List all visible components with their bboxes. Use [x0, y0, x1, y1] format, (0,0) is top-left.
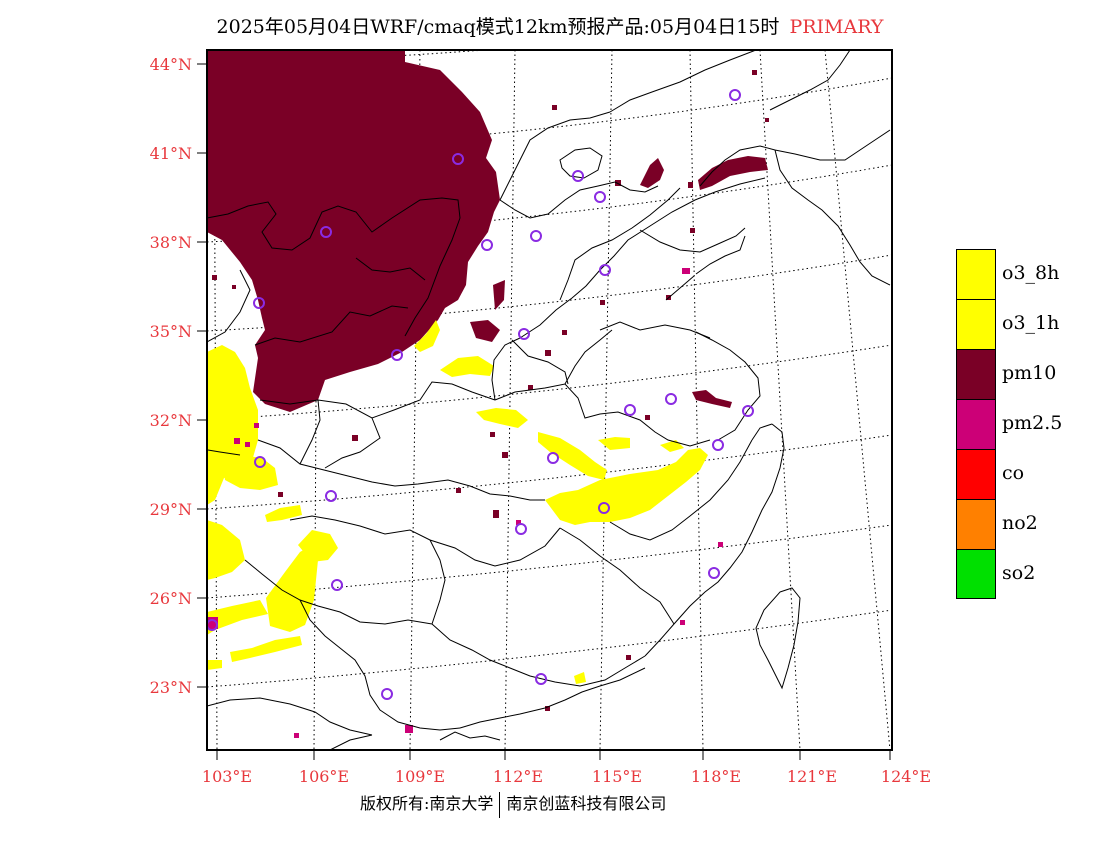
legend-item-so2: so2 [956, 549, 1096, 599]
latitude-labels: 44°N 41°N 38°N 35°N 32°N 29°N 26°N 23°N [150, 55, 192, 697]
pm10-regions [207, 50, 768, 412]
legend-swatch [956, 349, 996, 399]
taiwan-outline [755, 587, 801, 690]
legend-item-pm10: pm10 [956, 349, 1096, 399]
legend-swatch [956, 299, 996, 349]
lon-label: 106°E [299, 767, 349, 786]
lon-label: 112°E [493, 767, 543, 786]
lat-label: 29°N [150, 500, 192, 519]
copyright-footer: 版权所有:南京大学 南京创蓝科技有限公司 [360, 790, 666, 818]
lon-label: 115°E [592, 767, 642, 786]
lon-label: 109°E [395, 767, 445, 786]
legend-item-o3-8h: o3_8h [956, 249, 1096, 299]
lat-label: 38°N [150, 233, 192, 252]
graticule [207, 50, 892, 750]
lon-label: 118°E [691, 767, 741, 786]
lon-label: 103°E [202, 767, 252, 786]
scattered-flecks [208, 70, 769, 738]
lat-label: 23°N [150, 678, 192, 697]
legend-label: co [1002, 462, 1025, 484]
province-boundaries [207, 50, 891, 750]
map-frame [206, 49, 893, 751]
map-title: 2025年05月04日WRF/cmaq模式12km预报产品:05月04日15时 P… [0, 12, 1100, 39]
legend-label: o3_8h [1002, 262, 1060, 284]
legend-label: pm2.5 [1002, 412, 1063, 434]
tick-marks [197, 63, 891, 760]
lon-label: 121°E [787, 767, 837, 786]
pollutant-legend: o3_8h o3_1h pm10 pm2.5 co no2 so2 [956, 249, 1096, 599]
copyright-left: 版权所有:南京大学 [360, 794, 494, 813]
title-primary-tag: PRIMARY [789, 16, 884, 38]
lat-label: 32°N [150, 411, 192, 430]
lat-label: 35°N [150, 322, 192, 341]
footer-divider [499, 791, 501, 818]
legend-item-co: co [956, 449, 1096, 499]
legend-label: so2 [1002, 562, 1036, 584]
legend-item-o3-1h: o3_1h [956, 299, 1096, 349]
legend-swatch [956, 499, 996, 549]
legend-item-no2: no2 [956, 499, 1096, 549]
map-content [207, 50, 892, 750]
lat-label: 26°N [150, 589, 192, 608]
station-markers [207, 89, 754, 700]
lon-label: 124°E [881, 767, 931, 786]
legend-swatch [956, 549, 996, 599]
legend-swatch [956, 249, 996, 299]
legend-swatch [956, 449, 996, 499]
legend-swatch [956, 399, 996, 449]
title-text: 2025年05月04日WRF/cmaq模式12km预报产品:05月04日15时 [216, 16, 780, 38]
legend-label: o3_1h [1002, 312, 1060, 334]
legend-item-pm2-5: pm2.5 [956, 399, 1096, 449]
o3-regions [207, 320, 708, 684]
lat-label: 41°N [150, 144, 192, 163]
legend-label: pm10 [1002, 362, 1057, 384]
lat-label: 44°N [150, 55, 192, 74]
legend-label: no2 [1002, 512, 1038, 534]
copyright-right: 南京创蓝科技有限公司 [506, 794, 667, 813]
longitude-labels: 103°E 106°E 109°E 112°E 115°E 118°E 121°… [202, 767, 931, 786]
